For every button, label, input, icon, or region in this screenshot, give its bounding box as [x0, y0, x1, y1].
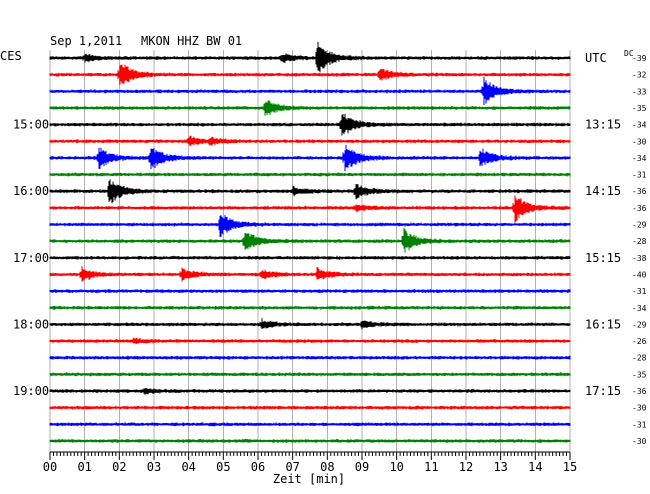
x-tick-label: 14	[528, 460, 542, 474]
x-tick-label: 07	[285, 460, 299, 474]
x-tick-label: 05	[216, 460, 230, 474]
seismic-trace-row	[49, 215, 571, 237]
minute-grid	[49, 50, 571, 452]
right-time-label: 14:15	[585, 184, 621, 198]
dc-offset-label: -29	[632, 221, 647, 230]
x-tick-label: 06	[251, 460, 265, 474]
dc-column-label: DC	[624, 49, 634, 58]
dc-offset-label: -31	[632, 287, 647, 296]
dc-offset-label: -36	[632, 387, 647, 396]
x-tick-label: 09	[355, 460, 369, 474]
dc-offset-label: -29	[632, 320, 647, 329]
x-tick-label: 03	[147, 460, 161, 474]
x-tick-label: 08	[320, 460, 334, 474]
x-tick-label: 12	[459, 460, 473, 474]
dc-offset-label: -28	[632, 354, 647, 363]
left-timezone-label: CES	[0, 49, 22, 63]
chart-date: Sep 1,2011	[50, 34, 122, 48]
dc-offset-label: -34	[632, 121, 647, 130]
x-tick-label: 00	[43, 460, 57, 474]
dc-offset-label: -40	[632, 270, 647, 279]
dc-offset-label: -30	[632, 137, 647, 146]
x-tick-label: 10	[389, 460, 403, 474]
left-time-label: 15:00	[13, 118, 49, 132]
x-tick-label: 11	[424, 460, 438, 474]
left-time-label: 17:00	[13, 251, 49, 265]
time-labels: 15:00 16:00 17:00 18:00 19:00 UTC 13:15 14:15 15…	[13, 51, 647, 446]
x-axis-label: Zeit [min]	[273, 472, 345, 486]
dc-offset-label: -36	[632, 187, 647, 196]
right-time-label: 13:15	[585, 118, 621, 132]
left-time-label: 16:00	[13, 184, 49, 198]
dc-offset-label: -34	[632, 154, 647, 163]
dc-offset-label: -28	[632, 237, 647, 246]
dc-offset-label: -34	[632, 304, 647, 313]
dc-offset-label: -35	[632, 104, 647, 113]
dc-offset-label: -38	[632, 254, 647, 263]
dc-offset-label: -33	[632, 87, 647, 96]
dc-offset-label: -39	[632, 54, 647, 63]
dc-offset-label: -35	[632, 370, 647, 379]
right-time-label: UTC	[585, 51, 607, 65]
left-time-label: 19:00	[13, 384, 49, 398]
dc-offset-label: -31	[632, 171, 647, 180]
dc-offset-label: -36	[632, 204, 647, 213]
chart-station: MKON HHZ BW 01	[141, 34, 242, 48]
x-tick-label: 15	[563, 460, 577, 474]
x-tick-label: 01	[77, 460, 91, 474]
dc-offset-label: -30	[632, 404, 647, 413]
seismic-traces	[49, 41, 571, 443]
left-time-label: 18:00	[13, 317, 49, 331]
dc-offset-label: -30	[632, 437, 647, 446]
x-axis: 00 01 02 03 04 05 06 07 08 09 10 11 12 13 14 15	[43, 451, 577, 474]
right-time-label: 16:15	[585, 317, 621, 331]
right-time-label: 17:15	[585, 384, 621, 398]
seismic-trace-row	[49, 227, 571, 253]
x-tick-label: 04	[181, 460, 195, 474]
x-tick-label: 02	[112, 460, 126, 474]
dc-offset-label: -32	[632, 71, 647, 80]
right-time-label: 15:15	[585, 251, 621, 265]
seismic-trace-row	[49, 195, 571, 223]
dc-offset-label: -26	[632, 337, 647, 346]
dc-offset-label: -31	[632, 420, 647, 429]
x-tick-label: 13	[493, 460, 507, 474]
